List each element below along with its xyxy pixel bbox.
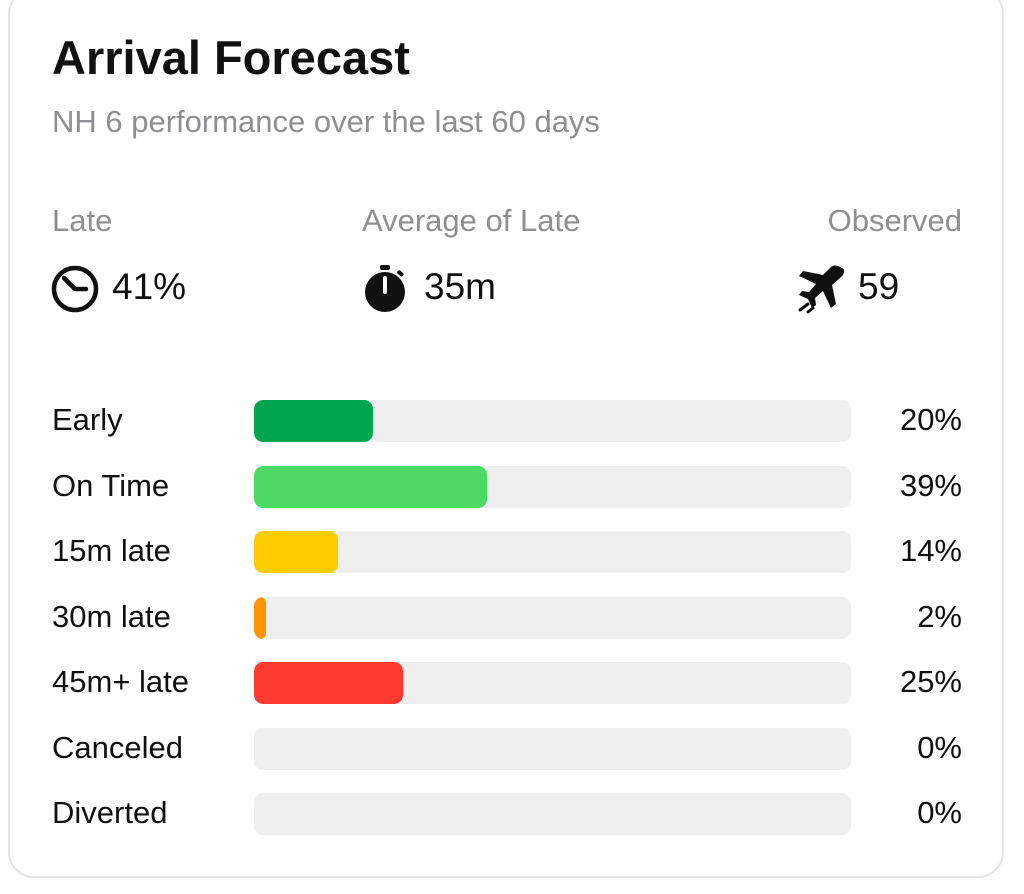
stat-value: 59 bbox=[858, 266, 900, 307]
row-label: Canceled bbox=[52, 729, 183, 765]
value-label: 39% bbox=[899, 467, 962, 503]
stopwatch-icon bbox=[365, 265, 405, 312]
bar bbox=[254, 400, 374, 442]
row-label: On Time bbox=[52, 467, 170, 503]
bar-track bbox=[254, 465, 851, 508]
stat-label: Late bbox=[52, 203, 113, 238]
bar-track bbox=[254, 531, 851, 573]
row-label: 30m late bbox=[52, 598, 171, 634]
bar bbox=[254, 465, 487, 508]
stat-label: Observed bbox=[827, 203, 962, 238]
bar-track bbox=[254, 793, 851, 835]
bar-track bbox=[254, 727, 851, 770]
stat-value: 35m bbox=[424, 266, 496, 307]
row-label: 45m+ late bbox=[52, 664, 190, 699]
row-label: Early bbox=[52, 402, 123, 437]
value-label: 25% bbox=[899, 664, 962, 699]
bar-track bbox=[254, 662, 851, 704]
bar-track bbox=[254, 596, 851, 639]
subtitle: NH 6 performance over the last 60 days bbox=[52, 104, 600, 139]
value-label: 0% bbox=[917, 729, 962, 765]
row-label: Diverted bbox=[52, 795, 168, 830]
bar-track bbox=[254, 400, 851, 442]
bar bbox=[254, 662, 404, 704]
bar bbox=[254, 531, 338, 573]
clock-icon bbox=[51, 265, 99, 313]
plane-icon bbox=[798, 265, 845, 314]
value-label: 0% bbox=[917, 795, 962, 830]
stat-label: Average of Late bbox=[362, 203, 581, 238]
value-label: 14% bbox=[899, 533, 962, 568]
value-label: 20% bbox=[899, 402, 962, 437]
title: Arrival Forecast bbox=[52, 31, 410, 84]
value-label: 2% bbox=[917, 598, 962, 634]
bar bbox=[254, 596, 266, 639]
stat-value: 41% bbox=[112, 266, 187, 307]
card bbox=[8, 0, 1004, 878]
row-label: 15m late bbox=[52, 533, 171, 568]
